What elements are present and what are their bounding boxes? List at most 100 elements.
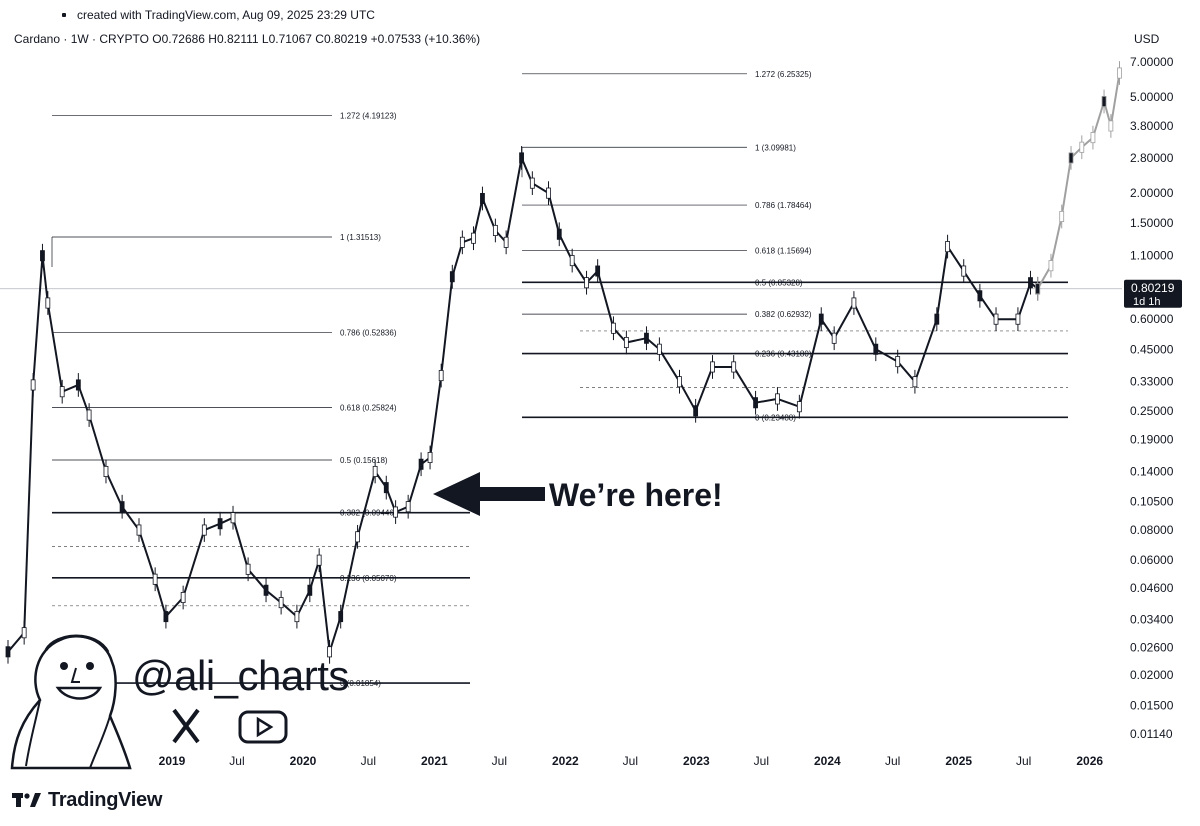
time-tick-label: Jul <box>229 754 244 768</box>
candle-body <box>480 192 485 205</box>
candle-body <box>230 512 236 524</box>
candle-body <box>459 236 465 248</box>
fib-level-label: 0.236 (0.43180) <box>755 350 812 359</box>
candle-body <box>611 322 616 334</box>
candle-body <box>163 611 169 623</box>
time-tick-label: Jul <box>885 754 900 768</box>
candle-body <box>569 255 575 267</box>
projection-series-line <box>1036 72 1121 290</box>
candle-body <box>30 379 36 391</box>
candle-body <box>873 343 879 355</box>
candle-body <box>693 405 699 417</box>
candle-body <box>383 482 389 494</box>
price-tick-label: 0.14000 <box>1130 464 1174 478</box>
candle-body <box>1028 277 1033 289</box>
price-tick-label: 1.50000 <box>1130 216 1174 230</box>
time-tick-label: 2025 <box>945 754 972 768</box>
candle-body <box>59 386 65 398</box>
price-tick-label: 0.04600 <box>1130 581 1174 595</box>
price-tick-label: 0.45000 <box>1130 342 1174 356</box>
candle-body <box>595 265 601 277</box>
fib-level-label: 1 (3.09981) <box>755 143 796 152</box>
created-with-text: created with TradingView.com, Aug 09, 20… <box>77 8 375 22</box>
candle-body <box>245 563 251 575</box>
candle-body <box>945 241 950 253</box>
candle-body <box>731 361 737 373</box>
candle-body <box>405 501 411 513</box>
price-tick-label: 2.00000 <box>1130 186 1174 200</box>
fib-level-label: 0.382 (0.62932) <box>755 310 812 319</box>
candle-body <box>1079 141 1085 153</box>
youtube-icon[interactable] <box>238 710 288 744</box>
candle-body <box>556 228 562 240</box>
candle-body <box>1048 260 1054 272</box>
candle-body <box>40 250 45 262</box>
time-tick-label: 2024 <box>814 754 841 768</box>
candle-body <box>584 277 589 289</box>
candle-body <box>1068 152 1074 164</box>
symbol-ohlc-line: Cardano · 1W · CRYPTO O0.72686 H0.82111 … <box>14 32 481 46</box>
candle-body <box>372 465 378 477</box>
candle-body <box>338 611 344 623</box>
candle-body <box>1117 67 1122 79</box>
candle-body <box>656 343 662 355</box>
price-tick-label: 7.00000 <box>1130 55 1174 69</box>
time-tick-label: 2019 <box>159 754 186 768</box>
candle-body <box>103 465 109 477</box>
candle-body <box>438 370 444 382</box>
candle-body <box>993 313 999 325</box>
price-tick-label: 1.10000 <box>1130 249 1174 263</box>
candle-body <box>217 518 223 530</box>
candle-body <box>307 584 313 596</box>
fib-level-label: 0 (0.23488) <box>755 413 796 422</box>
price-tick-label: 0.02600 <box>1130 641 1174 655</box>
price-tick-label: 0.06000 <box>1130 553 1174 567</box>
fib-level-label: 0 (0.01854) <box>340 679 381 688</box>
price-tick-label: 0.10500 <box>1130 495 1174 509</box>
candle-body <box>1059 210 1065 222</box>
x-icon[interactable] <box>172 708 200 744</box>
candle-body <box>393 506 399 518</box>
time-tick-label: 2021 <box>421 754 448 768</box>
annotation-text: We’re here! <box>549 477 723 513</box>
time-tick-label: 2026 <box>1076 754 1103 768</box>
price-tick-label: 2.80000 <box>1130 151 1174 165</box>
price-tick-label: 0.33000 <box>1130 375 1174 389</box>
fib-level-label: 0.382 (0.09446) <box>340 509 397 518</box>
currency-label[interactable]: USD <box>1134 32 1160 46</box>
time-tick-label: Jul <box>361 754 376 768</box>
candle-body <box>136 524 142 536</box>
time-tick-label: Jul <box>1016 754 1031 768</box>
candle-body <box>710 361 715 373</box>
time-tick-label: Jul <box>492 754 507 768</box>
footer-brand[interactable]: TradingView <box>12 788 162 812</box>
current-price-badge <box>1124 279 1182 308</box>
candle-body <box>316 554 322 566</box>
candle-body <box>934 313 940 325</box>
candle-body <box>912 376 918 388</box>
candle-body <box>1015 313 1021 325</box>
candle-body <box>471 232 476 244</box>
bar-countdown: 1d 1h <box>1133 296 1161 308</box>
fib-level-label: 0.5 (0.15618) <box>340 456 388 465</box>
candle-body <box>831 332 837 344</box>
footer-brand-text: TradingView <box>48 788 163 811</box>
candle-body <box>895 356 901 368</box>
avatar-icon <box>10 634 132 770</box>
fib-level-label: 1 (1.31513) <box>340 233 381 242</box>
fib-level-label: 1.272 (4.19123) <box>340 112 397 121</box>
price-tick-label: 0.19000 <box>1130 433 1174 447</box>
candle-body <box>977 290 983 302</box>
candle-body <box>492 224 498 236</box>
candle-body <box>623 337 629 349</box>
candle-body <box>503 236 509 248</box>
tradingview-small-logo <box>62 13 66 17</box>
fib-level-label: 0.236 (0.05070) <box>340 574 397 583</box>
candle-body <box>180 591 186 604</box>
candle-body <box>294 611 300 623</box>
candle-body <box>961 265 967 277</box>
candle-body <box>818 313 824 325</box>
time-tick-label: 2022 <box>552 754 579 768</box>
fib-level-label: 0.5 (0.85328) <box>755 278 803 287</box>
